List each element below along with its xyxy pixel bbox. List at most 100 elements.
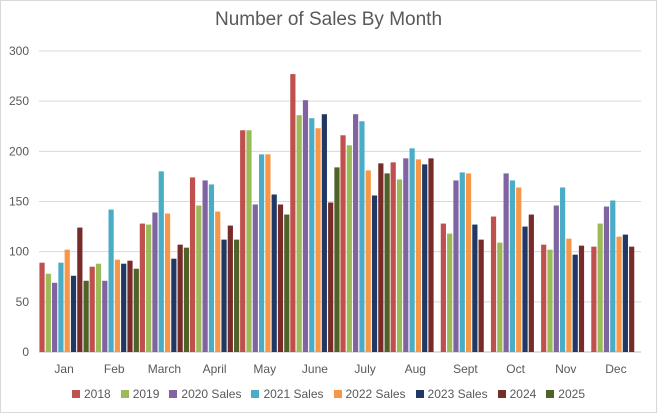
bar — [227, 225, 233, 352]
bar — [246, 130, 252, 352]
bar — [490, 216, 497, 352]
bar — [215, 211, 221, 352]
bar — [440, 223, 446, 352]
bar — [346, 145, 352, 352]
x-tick-label: April — [203, 362, 227, 376]
legend-label: 2023 Sales — [427, 387, 488, 401]
bar — [146, 224, 152, 352]
legend-label: 2025 — [558, 387, 585, 401]
bar — [277, 204, 284, 352]
bar — [259, 154, 265, 352]
x-tick-label: Feb — [104, 362, 125, 376]
bar — [89, 266, 95, 352]
bar — [309, 118, 315, 353]
bar — [403, 158, 409, 352]
bar-chart: 0 50 100 150 200 250 300 Jan Feb March April May Jun… — [9, 44, 641, 376]
legend-item: 2020 Sales — [169, 387, 241, 401]
bar — [133, 268, 139, 352]
legend-item: 2022 Sales — [333, 387, 406, 401]
x-tick-label: Jan — [54, 362, 73, 376]
bar — [234, 239, 240, 352]
bar — [516, 187, 522, 352]
y-tick-label: 0 — [22, 345, 29, 359]
legend-label: 2021 Sales — [263, 387, 324, 401]
bar — [528, 214, 534, 352]
bar — [578, 245, 585, 352]
bar — [616, 236, 622, 352]
bar — [478, 239, 484, 352]
legend-swatch — [169, 390, 178, 398]
x-tick-label: March — [148, 362, 181, 376]
legend-item: 2023 Sales — [415, 387, 488, 401]
legend-item: 2024 — [497, 387, 536, 401]
bar — [503, 173, 509, 352]
bar — [472, 224, 478, 352]
bar — [459, 172, 465, 352]
bar — [378, 163, 384, 352]
bar — [353, 114, 359, 353]
y-tick-label: 50 — [16, 295, 30, 309]
x-tick-label: July — [354, 362, 375, 376]
bar — [340, 135, 346, 352]
bar — [547, 249, 553, 352]
bar — [64, 249, 70, 352]
bar — [384, 173, 390, 352]
legend-label: 2019 — [132, 387, 160, 401]
bar — [77, 227, 83, 352]
bar — [114, 259, 120, 352]
bar — [284, 214, 290, 352]
bar — [302, 100, 309, 352]
x-tick-label: Oct — [506, 362, 525, 376]
legend-swatch — [415, 390, 424, 398]
bar — [560, 187, 566, 352]
bar — [566, 238, 572, 352]
y-tick-label: 300 — [9, 44, 29, 58]
bar — [83, 280, 89, 352]
bar — [453, 180, 459, 352]
chart-legend: 2018 2019 2020 Sales 2021 Sales 2022 Sales 20… — [1, 387, 656, 401]
bar — [365, 170, 371, 352]
bar — [447, 233, 453, 352]
legend-swatch — [72, 390, 80, 398]
bar — [221, 239, 227, 352]
x-tick-label: Dec — [605, 362, 626, 376]
legend-swatch — [546, 390, 555, 398]
y-tick-label: 200 — [9, 144, 29, 158]
bar — [610, 200, 616, 352]
legend-label: 2022 Sales — [345, 387, 406, 401]
legend-label: 2020 Sales — [181, 387, 242, 401]
bar — [39, 262, 45, 352]
legend-item: 2018 — [72, 387, 111, 401]
bar — [202, 180, 208, 352]
legend-item: 2019 — [120, 387, 160, 401]
y-tick-label: 100 — [9, 245, 29, 259]
bar — [497, 242, 503, 352]
bar — [422, 164, 428, 352]
bar — [252, 204, 258, 352]
bar — [572, 254, 578, 352]
bar — [70, 275, 77, 352]
bar — [265, 154, 271, 352]
legend-swatch — [120, 390, 129, 398]
bar — [296, 115, 302, 352]
bar — [359, 121, 365, 352]
bar — [183, 247, 190, 352]
bar — [171, 258, 177, 352]
bar — [271, 194, 277, 352]
bar — [591, 246, 597, 352]
x-tick-label: Sept — [453, 362, 478, 376]
bar — [321, 114, 327, 353]
bar — [629, 246, 635, 352]
bar — [58, 262, 64, 352]
chart-title: Number of Sales By Month — [214, 9, 443, 30]
legend-label: 2018 — [84, 387, 111, 401]
bar — [208, 184, 215, 352]
bar — [315, 128, 321, 352]
legend-swatch — [251, 390, 260, 398]
y-tick-label: 250 — [9, 94, 29, 108]
x-tick-label: May — [253, 362, 276, 376]
bar — [553, 205, 559, 352]
bar — [328, 202, 334, 352]
bar — [45, 273, 51, 352]
